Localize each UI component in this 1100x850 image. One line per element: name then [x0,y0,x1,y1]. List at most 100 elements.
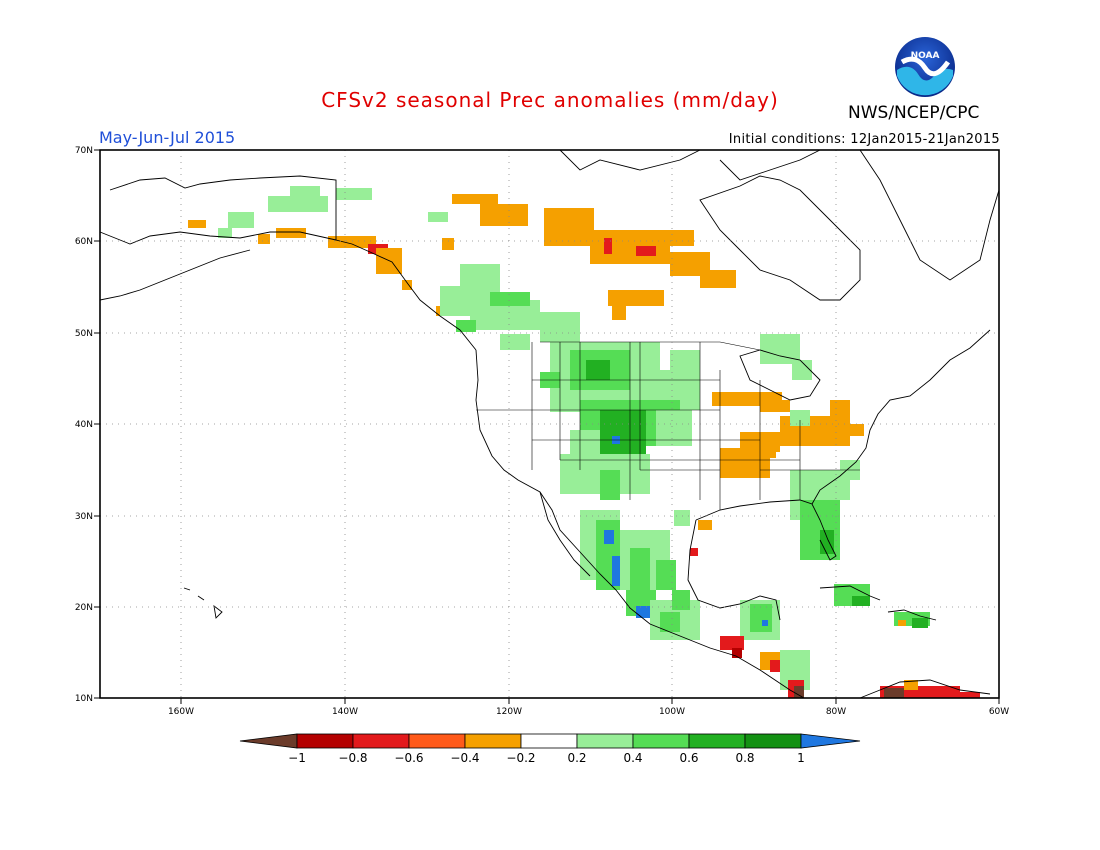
wet-cell-mid [750,604,772,632]
lon-labels: 160W 140W 120W 100W 80W 60W [168,707,1009,717]
dry-cell-extreme [884,688,904,698]
colorbar-box [352,733,410,749]
dry-cell [608,290,664,306]
colorbar-label: −0.6 [394,751,423,765]
lat-label: 60N [75,237,93,247]
lat-label: 70N [75,146,93,156]
wet-cell [656,410,692,446]
colorbar-label: 0.4 [623,751,642,765]
dry-cell [442,238,454,250]
wet-cell-dark [586,360,610,380]
wet-cell [268,196,328,212]
dry-cell-strongest [732,648,742,658]
dry-cell-strong [690,548,698,556]
dry-cell [760,400,790,412]
wet-cell [570,430,600,454]
colorbar-label: −1 [288,751,306,765]
dry-cell [830,400,850,420]
colorbar-label: −0.2 [506,751,535,765]
wet-cell-mid [672,590,690,610]
colorbar-box [576,733,634,749]
colorbar-box [688,733,746,749]
dry-cell-strong [636,246,656,256]
dry-cell [276,228,306,238]
wet-cell [500,334,530,350]
colorbar-label: 1 [797,751,805,765]
dry-cell [452,194,498,204]
lat-labels: 70N 60N 50N 40N 30N 20N 10N [75,146,93,704]
wet-cell-mid [660,612,680,632]
noaa-logo-icon: NOAA [895,37,955,97]
colorbar-box [464,733,522,749]
colorbar-label: −0.8 [338,751,367,765]
dry-cell-strong [604,238,612,254]
wet-cell [428,212,448,222]
dry-cell [328,236,376,248]
logo-text: NOAA [911,51,940,61]
dry-cell-extreme [794,686,804,698]
dry-cell [612,306,626,320]
state-borders [476,341,860,510]
initial-conditions: Initial conditions: 12Jan2015-21Jan2015 [728,132,1000,147]
lat-label: 40N [75,420,93,430]
wet-cell [670,350,700,370]
wet-cell-max [762,620,768,626]
agency-label: NWS/NCEP/CPC [848,103,980,123]
dry-cell [698,520,712,530]
wet-cell-dark [600,410,646,456]
dry-cell [544,208,594,230]
wet-cell [336,188,372,200]
wet-cell [540,312,580,342]
colorbar-box [632,733,690,749]
dry-cell [904,680,918,690]
dry-cell-strong [940,692,980,698]
wet-cell-max [604,530,614,544]
lat-label: 50N [75,329,93,339]
coastlines [99,149,1000,699]
dry-cell [850,424,864,436]
lat-label: 30N [75,512,93,522]
dry-cell [760,440,776,458]
lat-label: 10N [75,694,93,704]
colorbar-max-arrow [800,733,861,749]
colorbar-box [520,733,578,749]
dry-cell [258,234,270,244]
dry-cell [188,220,206,228]
map-title: CFSv2 seasonal Prec anomalies (mm/day) [321,88,779,112]
wet-cell [228,212,254,228]
dry-cell [700,270,736,288]
wet-cell-mid [456,320,476,332]
colorbar: −1 −0.8 −0.6 −0.4 −0.2 0.2 0.4 0.6 0.8 1 [239,733,861,765]
wet-cell [792,360,812,380]
dry-cell [590,246,670,264]
colorbar-boxes [296,733,802,749]
dry-cell [480,204,528,226]
dry-cell [544,230,694,246]
wet-cell [674,510,690,526]
colorbar-box [296,733,354,749]
wet-cell [760,334,800,364]
wet-cell-mid [656,560,676,590]
wet-cell-dark [852,596,870,606]
colorbar-box [408,733,466,749]
lon-label: 120W [496,707,522,717]
lon-label: 60W [989,707,1009,717]
forecast-period: May-Jun-Jul 2015 [99,128,236,147]
lon-label: 160W [168,707,194,717]
colorbar-label: 0.2 [567,751,586,765]
colorbar-labels: −1 −0.8 −0.6 −0.4 −0.2 0.2 0.4 0.6 0.8 1 [288,751,805,765]
lon-label: 100W [659,707,685,717]
wet-cell-max [636,606,652,618]
colorbar-label: 0.8 [735,751,754,765]
wet-cell-dark [820,530,834,554]
wet-cell-dark [912,618,928,628]
colorbar-label: 0.6 [679,751,698,765]
wet-cell-mid [600,470,620,500]
anomaly-cells [188,186,980,698]
wet-cell [218,228,232,238]
dry-cell [402,280,412,290]
colorbar-label: −0.4 [450,751,479,765]
colorbar-box [744,733,802,749]
wet-cell [290,186,320,196]
